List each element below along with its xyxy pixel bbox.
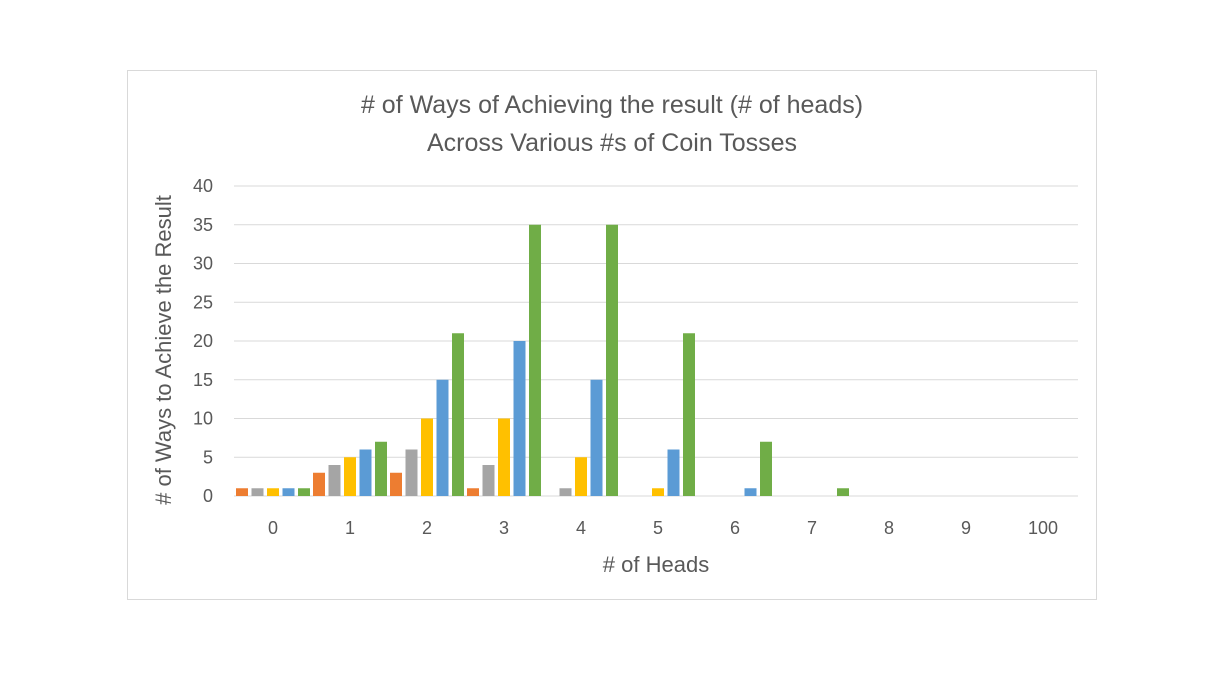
x-axis-title: # of Heads — [603, 552, 709, 577]
x-tick-label: 6 — [730, 518, 740, 538]
y-axis-ticks: 0 5 10 15 20 25 30 35 40 — [193, 176, 213, 506]
bar — [390, 472, 402, 496]
y-tick-label: 0 — [203, 486, 213, 506]
bar — [467, 488, 479, 496]
y-tick-label: 5 — [203, 447, 213, 467]
bar — [282, 488, 295, 496]
bar — [744, 488, 757, 496]
bar — [498, 418, 510, 496]
x-tick-label: 100 — [1028, 518, 1058, 538]
bar — [529, 224, 541, 496]
bar — [251, 488, 264, 496]
bars — [236, 224, 849, 496]
x-tick-label: 1 — [345, 518, 355, 538]
bar — [559, 488, 572, 496]
y-tick-label: 10 — [193, 409, 213, 429]
chart-title: # of Ways of Achieving the result (# of … — [361, 91, 863, 119]
bar — [837, 488, 849, 496]
bar — [344, 457, 356, 496]
y-tick-label: 25 — [193, 292, 213, 312]
bar — [760, 441, 772, 496]
y-tick-label: 35 — [193, 215, 213, 235]
y-tick-label: 30 — [193, 254, 213, 274]
bar — [652, 488, 664, 496]
bar — [421, 418, 433, 496]
bar — [298, 488, 310, 496]
x-tick-label: 8 — [884, 518, 894, 538]
chart-subtitle: Across Various #s of Coin Tosses — [427, 129, 797, 157]
bar — [375, 441, 387, 496]
x-tick-label: 3 — [499, 518, 509, 538]
bar — [606, 224, 618, 496]
bar — [405, 449, 418, 496]
bar — [575, 457, 587, 496]
y-tick-label: 20 — [193, 331, 213, 351]
bar — [683, 333, 695, 496]
bar — [667, 449, 680, 496]
bar — [436, 379, 449, 496]
bar — [313, 472, 325, 496]
bar — [236, 488, 248, 496]
bar — [590, 379, 603, 496]
bar — [328, 465, 341, 496]
x-tick-label: 0 — [268, 518, 278, 538]
x-tick-label: 5 — [653, 518, 663, 538]
x-tick-label: 4 — [576, 518, 586, 538]
bar — [452, 333, 464, 496]
y-tick-label: 15 — [193, 370, 213, 390]
y-tick-label: 40 — [193, 176, 213, 196]
bar — [267, 488, 279, 496]
x-tick-label: 2 — [422, 518, 432, 538]
bar — [513, 341, 526, 496]
x-tick-label: 9 — [961, 518, 971, 538]
bar — [359, 449, 372, 496]
gridlines — [234, 185, 1078, 497]
bar — [482, 465, 495, 496]
x-axis-ticks: 0 1 2 3 4 5 6 7 8 9 100 — [268, 518, 1058, 538]
x-tick-label: 7 — [807, 518, 817, 538]
y-axis-title: # of Ways to Achieve the Result — [151, 195, 176, 505]
